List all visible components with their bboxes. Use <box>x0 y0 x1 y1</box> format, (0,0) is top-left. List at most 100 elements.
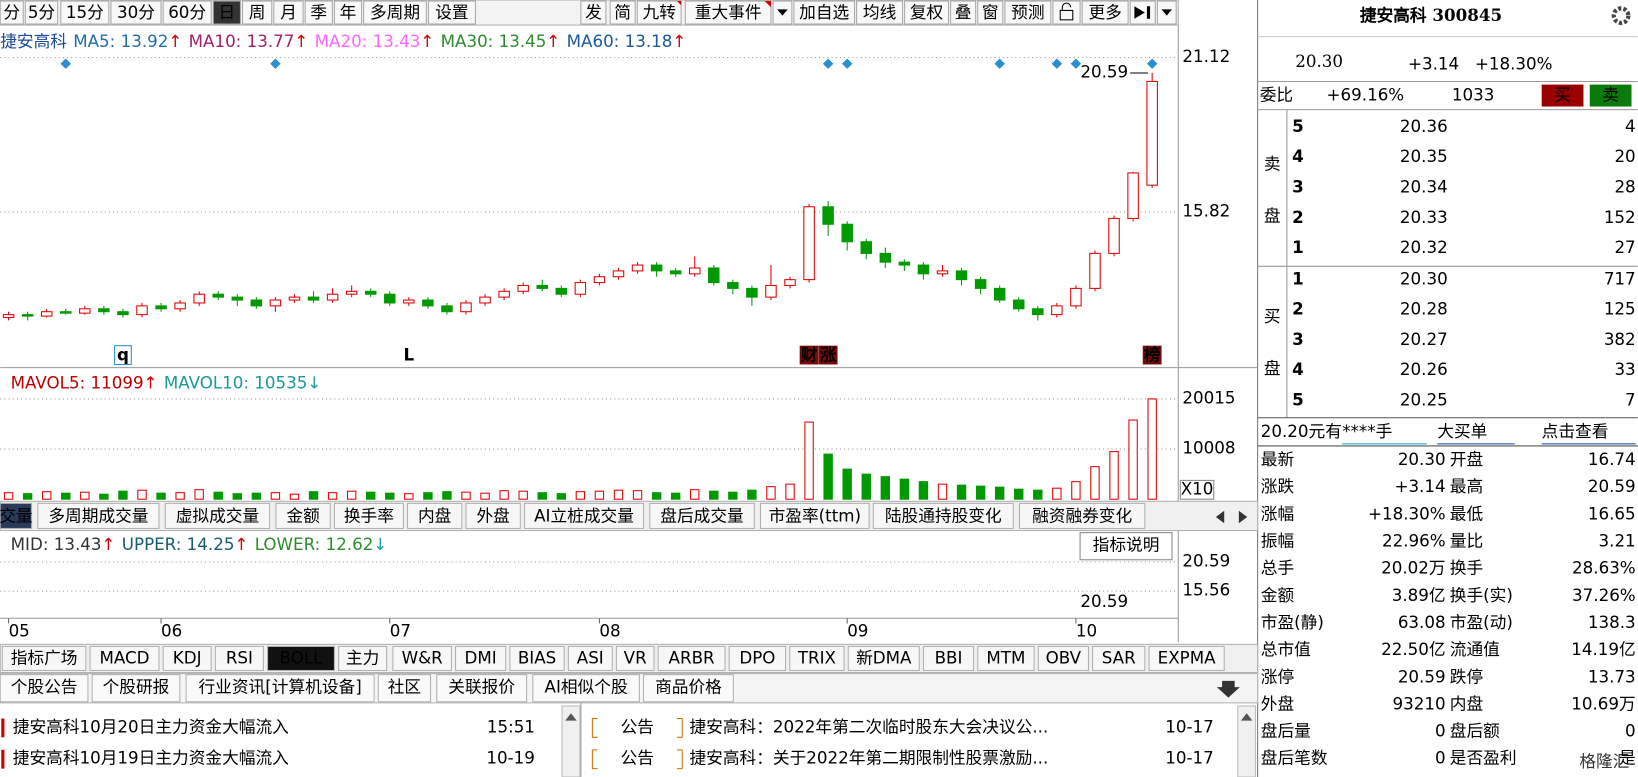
tool-button-label[interactable]: 更多 <box>1088 2 1121 22</box>
news-tab[interactable] <box>91 674 181 703</box>
tool-button-label[interactable]: 简 <box>614 2 631 22</box>
news-title[interactable]: 捷安高科：2022年第二次临时股东大会决议公... <box>690 716 1049 736</box>
indicator-tab[interactable] <box>89 645 160 671</box>
news-title[interactable]: 捷安高科10月19日主力资金大幅流入 <box>13 748 289 768</box>
buy-button-label[interactable]: 买 <box>1554 85 1571 105</box>
indicator-tab[interactable] <box>1037 645 1089 671</box>
news-tab[interactable] <box>185 674 375 703</box>
tool-button-label[interactable]: 发 <box>585 2 602 22</box>
period-tab-label[interactable]: 60分 <box>168 2 206 22</box>
news-tab[interactable] <box>532 674 640 703</box>
indicator-tab[interactable] <box>872 502 1014 529</box>
lock-button[interactable] <box>1052 0 1081 25</box>
indicator-tab[interactable] <box>214 645 264 671</box>
period-tab[interactable] <box>427 0 476 25</box>
indicator-tab[interactable] <box>567 645 613 671</box>
indicator-tab-label[interactable]: BBI <box>935 647 963 667</box>
indicator-tab[interactable] <box>333 502 404 529</box>
indicator-tab-label[interactable]: 交量 <box>0 505 33 525</box>
indicator-tab[interactable] <box>509 645 565 671</box>
indicator-tab-label[interactable]: 主力 <box>346 647 379 667</box>
indicator-tab[interactable] <box>338 645 388 671</box>
period-tab-label[interactable]: 季 <box>310 2 327 22</box>
indicator-tab-label[interactable]: W&R <box>402 647 444 667</box>
indicator-tab[interactable] <box>728 645 787 671</box>
period-tab[interactable] <box>60 0 110 25</box>
period-tab[interactable] <box>162 0 212 25</box>
period-tab-label[interactable]: 30分 <box>117 2 155 22</box>
indicator-tab[interactable] <box>657 645 726 671</box>
news-tab-label[interactable]: 行业资讯[计算机设备] <box>199 677 362 697</box>
indicator-tab[interactable] <box>759 502 870 529</box>
tool-button[interactable] <box>856 0 904 25</box>
indicator-tab-label[interactable]: 市盈率(ttm) <box>769 505 861 525</box>
news-tab[interactable] <box>643 674 734 703</box>
tool-button-label[interactable]: 九转 <box>643 2 676 22</box>
indicator-tab-label[interactable]: 内盘 <box>418 505 451 525</box>
indicator-tab-label[interactable]: OBV <box>1046 647 1082 667</box>
period-tab[interactable] <box>24 0 59 25</box>
indicator-tab[interactable] <box>1 645 87 671</box>
period-tab-label[interactable]: 多周期 <box>370 2 420 22</box>
indicator-tab[interactable] <box>164 502 271 529</box>
tool-button[interactable] <box>1004 0 1052 25</box>
period-tab[interactable] <box>304 0 333 25</box>
indicator-tab[interactable] <box>275 502 331 529</box>
tool-button[interactable] <box>904 0 950 25</box>
indicator-tab[interactable] <box>615 645 655 671</box>
period-tab-label[interactable]: 15分 <box>66 2 104 22</box>
tool-button[interactable] <box>609 0 636 25</box>
indicator-tab[interactable] <box>455 645 507 671</box>
indicator-tab-label[interactable]: 换手率 <box>344 505 394 525</box>
period-tab[interactable] <box>212 0 241 25</box>
indicator-tab-label[interactable]: MTM <box>986 647 1025 667</box>
period-tab[interactable] <box>333 0 363 25</box>
big-order-text[interactable]: 点击查看 <box>1542 421 1609 441</box>
tool-button-label[interactable]: 复权 <box>910 2 944 22</box>
indicator-tab-label[interactable]: ARBR <box>669 647 715 667</box>
news-tab-label[interactable]: AI相似个股 <box>545 677 628 697</box>
period-tab[interactable] <box>273 0 304 25</box>
tool-button[interactable] <box>580 0 607 25</box>
indicator-tab-label[interactable]: VR <box>624 647 647 667</box>
news-tab-label[interactable]: 个股公告 <box>11 677 78 697</box>
news-tab[interactable] <box>0 674 89 703</box>
tool-button[interactable] <box>950 0 977 25</box>
tool-button-label[interactable]: 重大事件 <box>695 2 762 22</box>
period-tab[interactable] <box>363 0 427 25</box>
news-tab-label[interactable]: 社区 <box>388 677 421 697</box>
indicator-tab-label[interactable]: BIAS <box>518 647 556 667</box>
sell-button-label[interactable]: 卖 <box>1602 85 1619 105</box>
indicator-tab-label[interactable]: 陆股通持股变化 <box>885 505 1002 525</box>
indicator-tab[interactable] <box>1018 502 1146 529</box>
indicator-tab[interactable] <box>0 502 33 529</box>
indicator-tab-label[interactable]: TRIX <box>797 647 836 667</box>
indicator-tab[interactable] <box>162 645 212 671</box>
news-title[interactable]: 捷安高科10月20日主力资金大幅流入 <box>13 716 289 736</box>
indicator-tab[interactable] <box>789 645 845 671</box>
indicator-tab-label[interactable]: ASI <box>577 647 604 667</box>
indicator-tab-label[interactable]: DMI <box>465 647 497 667</box>
help-button-label[interactable]: 指标说明 <box>1093 535 1160 555</box>
indicator-tab-label[interactable]: EXPMA <box>1158 647 1216 667</box>
news-tab[interactable] <box>436 674 528 703</box>
tool-button[interactable] <box>793 0 856 25</box>
tool-button-label[interactable]: 加自选 <box>799 2 849 22</box>
indicator-tab-label[interactable]: 指标广场 <box>11 647 78 667</box>
indicator-tab[interactable] <box>392 645 452 671</box>
buy-button[interactable] <box>1541 84 1584 107</box>
news-tab-label[interactable]: 个股研报 <box>103 677 170 697</box>
news-tab[interactable] <box>377 674 432 703</box>
indicator-tab[interactable] <box>37 502 160 529</box>
period-tab-label[interactable]: 设置 <box>435 2 468 22</box>
period-tab[interactable] <box>0 0 24 25</box>
indicator-tab[interactable] <box>1148 645 1225 671</box>
indicator-tab-label[interactable]: KDJ <box>173 647 202 667</box>
indicator-tab[interactable] <box>407 502 463 529</box>
indicator-tab-label[interactable]: RSI <box>226 647 253 667</box>
tool-button[interactable] <box>684 0 772 25</box>
period-tab[interactable] <box>241 0 273 25</box>
tool-button-label[interactable]: 预测 <box>1011 2 1044 22</box>
period-tab[interactable] <box>110 0 162 25</box>
indicator-tab[interactable] <box>523 502 645 529</box>
